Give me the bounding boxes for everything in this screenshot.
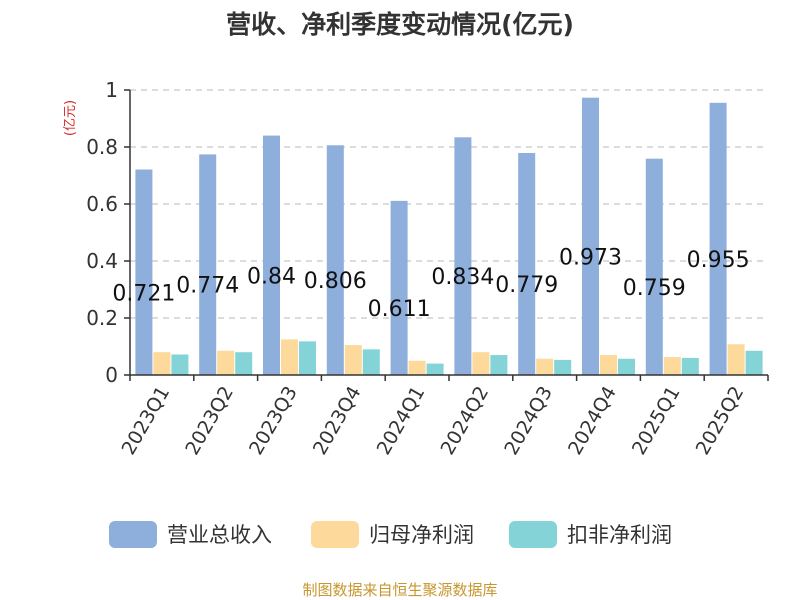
- source-note: 制图数据来自恒生聚源数据库: [302, 581, 497, 599]
- bar-series-1-2023Q2[interactable]: [217, 350, 235, 375]
- data-label: 0.973: [559, 245, 622, 270]
- bar-series-0-2023Q3[interactable]: [263, 135, 280, 375]
- legend-item-nonrecurring-profit[interactable]: 扣非净利润: [509, 521, 672, 548]
- bar-series-2-2023Q4[interactable]: [362, 349, 380, 375]
- bars: [135, 97, 763, 375]
- legend: 营业总收入 归母净利润 扣非净利润: [109, 521, 672, 548]
- bar-series-2-2025Q2[interactable]: [745, 350, 763, 375]
- bar-series-1-2024Q2[interactable]: [472, 352, 490, 375]
- x-tick-label: 2025Q1: [628, 383, 685, 459]
- data-label: 0.84: [247, 264, 296, 289]
- legend-swatch-nonrecurring-profit: [509, 521, 557, 548]
- x-tick-label: 2023Q2: [181, 383, 238, 459]
- legend-swatch-parent-profit: [311, 521, 359, 548]
- chart-title: 营收、净利季度变动情况(亿元): [226, 10, 574, 39]
- legend-label-nonrecurring-profit: 扣非净利润: [567, 523, 672, 547]
- data-label: 0.611: [368, 297, 431, 322]
- bar-series-0-2023Q1[interactable]: [135, 169, 153, 375]
- legend-swatch-revenue: [109, 521, 157, 548]
- bar-series-2-2023Q2[interactable]: [235, 352, 253, 375]
- data-label: 0.779: [495, 273, 558, 298]
- bar-series-2-2023Q3[interactable]: [299, 341, 316, 375]
- data-label: 0.721: [112, 281, 175, 306]
- bar-series-2-2024Q3[interactable]: [554, 359, 572, 375]
- data-label: 0.834: [431, 265, 494, 290]
- y-unit-label: (亿元): [63, 100, 78, 136]
- bar-series-1-2023Q3[interactable]: [281, 339, 298, 375]
- bar-series-1-2023Q1[interactable]: [153, 352, 171, 375]
- x-tick-label: 2023Q1: [117, 383, 174, 459]
- data-label: 0.774: [176, 274, 239, 299]
- data-label: 0.759: [623, 276, 686, 301]
- y-tick-label: 1: [105, 78, 118, 102]
- x-tick-label: 2024Q3: [500, 383, 557, 459]
- x-tick-label: 2024Q2: [436, 383, 493, 459]
- legend-item-revenue[interactable]: 营业总收入: [109, 521, 272, 548]
- legend-item-parent-profit[interactable]: 归母净利润: [311, 521, 474, 548]
- x-tick-label: 2023Q3: [245, 383, 302, 459]
- bar-series-2-2024Q1[interactable]: [426, 363, 444, 375]
- y-tick-label: 0: [105, 363, 118, 387]
- bar-series-0-2024Q4[interactable]: [582, 97, 599, 375]
- x-tick-label: 2024Q1: [373, 383, 430, 459]
- bar-series-1-2025Q1[interactable]: [663, 357, 681, 375]
- bar-series-0-2023Q4[interactable]: [326, 145, 344, 375]
- bar-series-2-2024Q4[interactable]: [618, 358, 635, 375]
- bar-series-2-2023Q1[interactable]: [171, 354, 189, 375]
- legend-label-revenue: 营业总收入: [167, 523, 272, 547]
- bar-series-2-2025Q1[interactable]: [681, 357, 699, 375]
- x-tick-label: 2024Q4: [564, 383, 621, 459]
- legend-label-parent-profit: 归母净利润: [369, 523, 474, 547]
- data-label: 0.955: [687, 248, 750, 273]
- bar-series-1-2024Q1[interactable]: [408, 360, 426, 375]
- data-label: 0.806: [304, 269, 367, 294]
- bar-series-1-2023Q4[interactable]: [344, 345, 362, 375]
- bar-series-1-2025Q2[interactable]: [727, 344, 745, 375]
- y-tick-label: 0.8: [86, 135, 118, 159]
- bar-series-0-2024Q3[interactable]: [518, 152, 536, 375]
- bar-series-0-2023Q2[interactable]: [199, 154, 217, 375]
- bar-series-1-2024Q3[interactable]: [536, 358, 554, 375]
- bar-series-0-2025Q2[interactable]: [709, 102, 727, 375]
- y-tick-label: 0.2: [86, 306, 118, 330]
- y-tick-label: 0.6: [86, 192, 118, 216]
- bar-series-0-2025Q1[interactable]: [645, 158, 663, 375]
- bar-series-0-2024Q1[interactable]: [390, 200, 408, 375]
- x-tick-label: 2023Q4: [309, 383, 366, 459]
- x-tick-label: 2025Q2: [692, 383, 749, 459]
- y-tick-label: 0.4: [86, 249, 118, 273]
- bar-series-1-2024Q4[interactable]: [600, 355, 617, 375]
- bar-series-2-2024Q2[interactable]: [490, 355, 508, 375]
- bar-series-0-2024Q2[interactable]: [454, 137, 472, 375]
